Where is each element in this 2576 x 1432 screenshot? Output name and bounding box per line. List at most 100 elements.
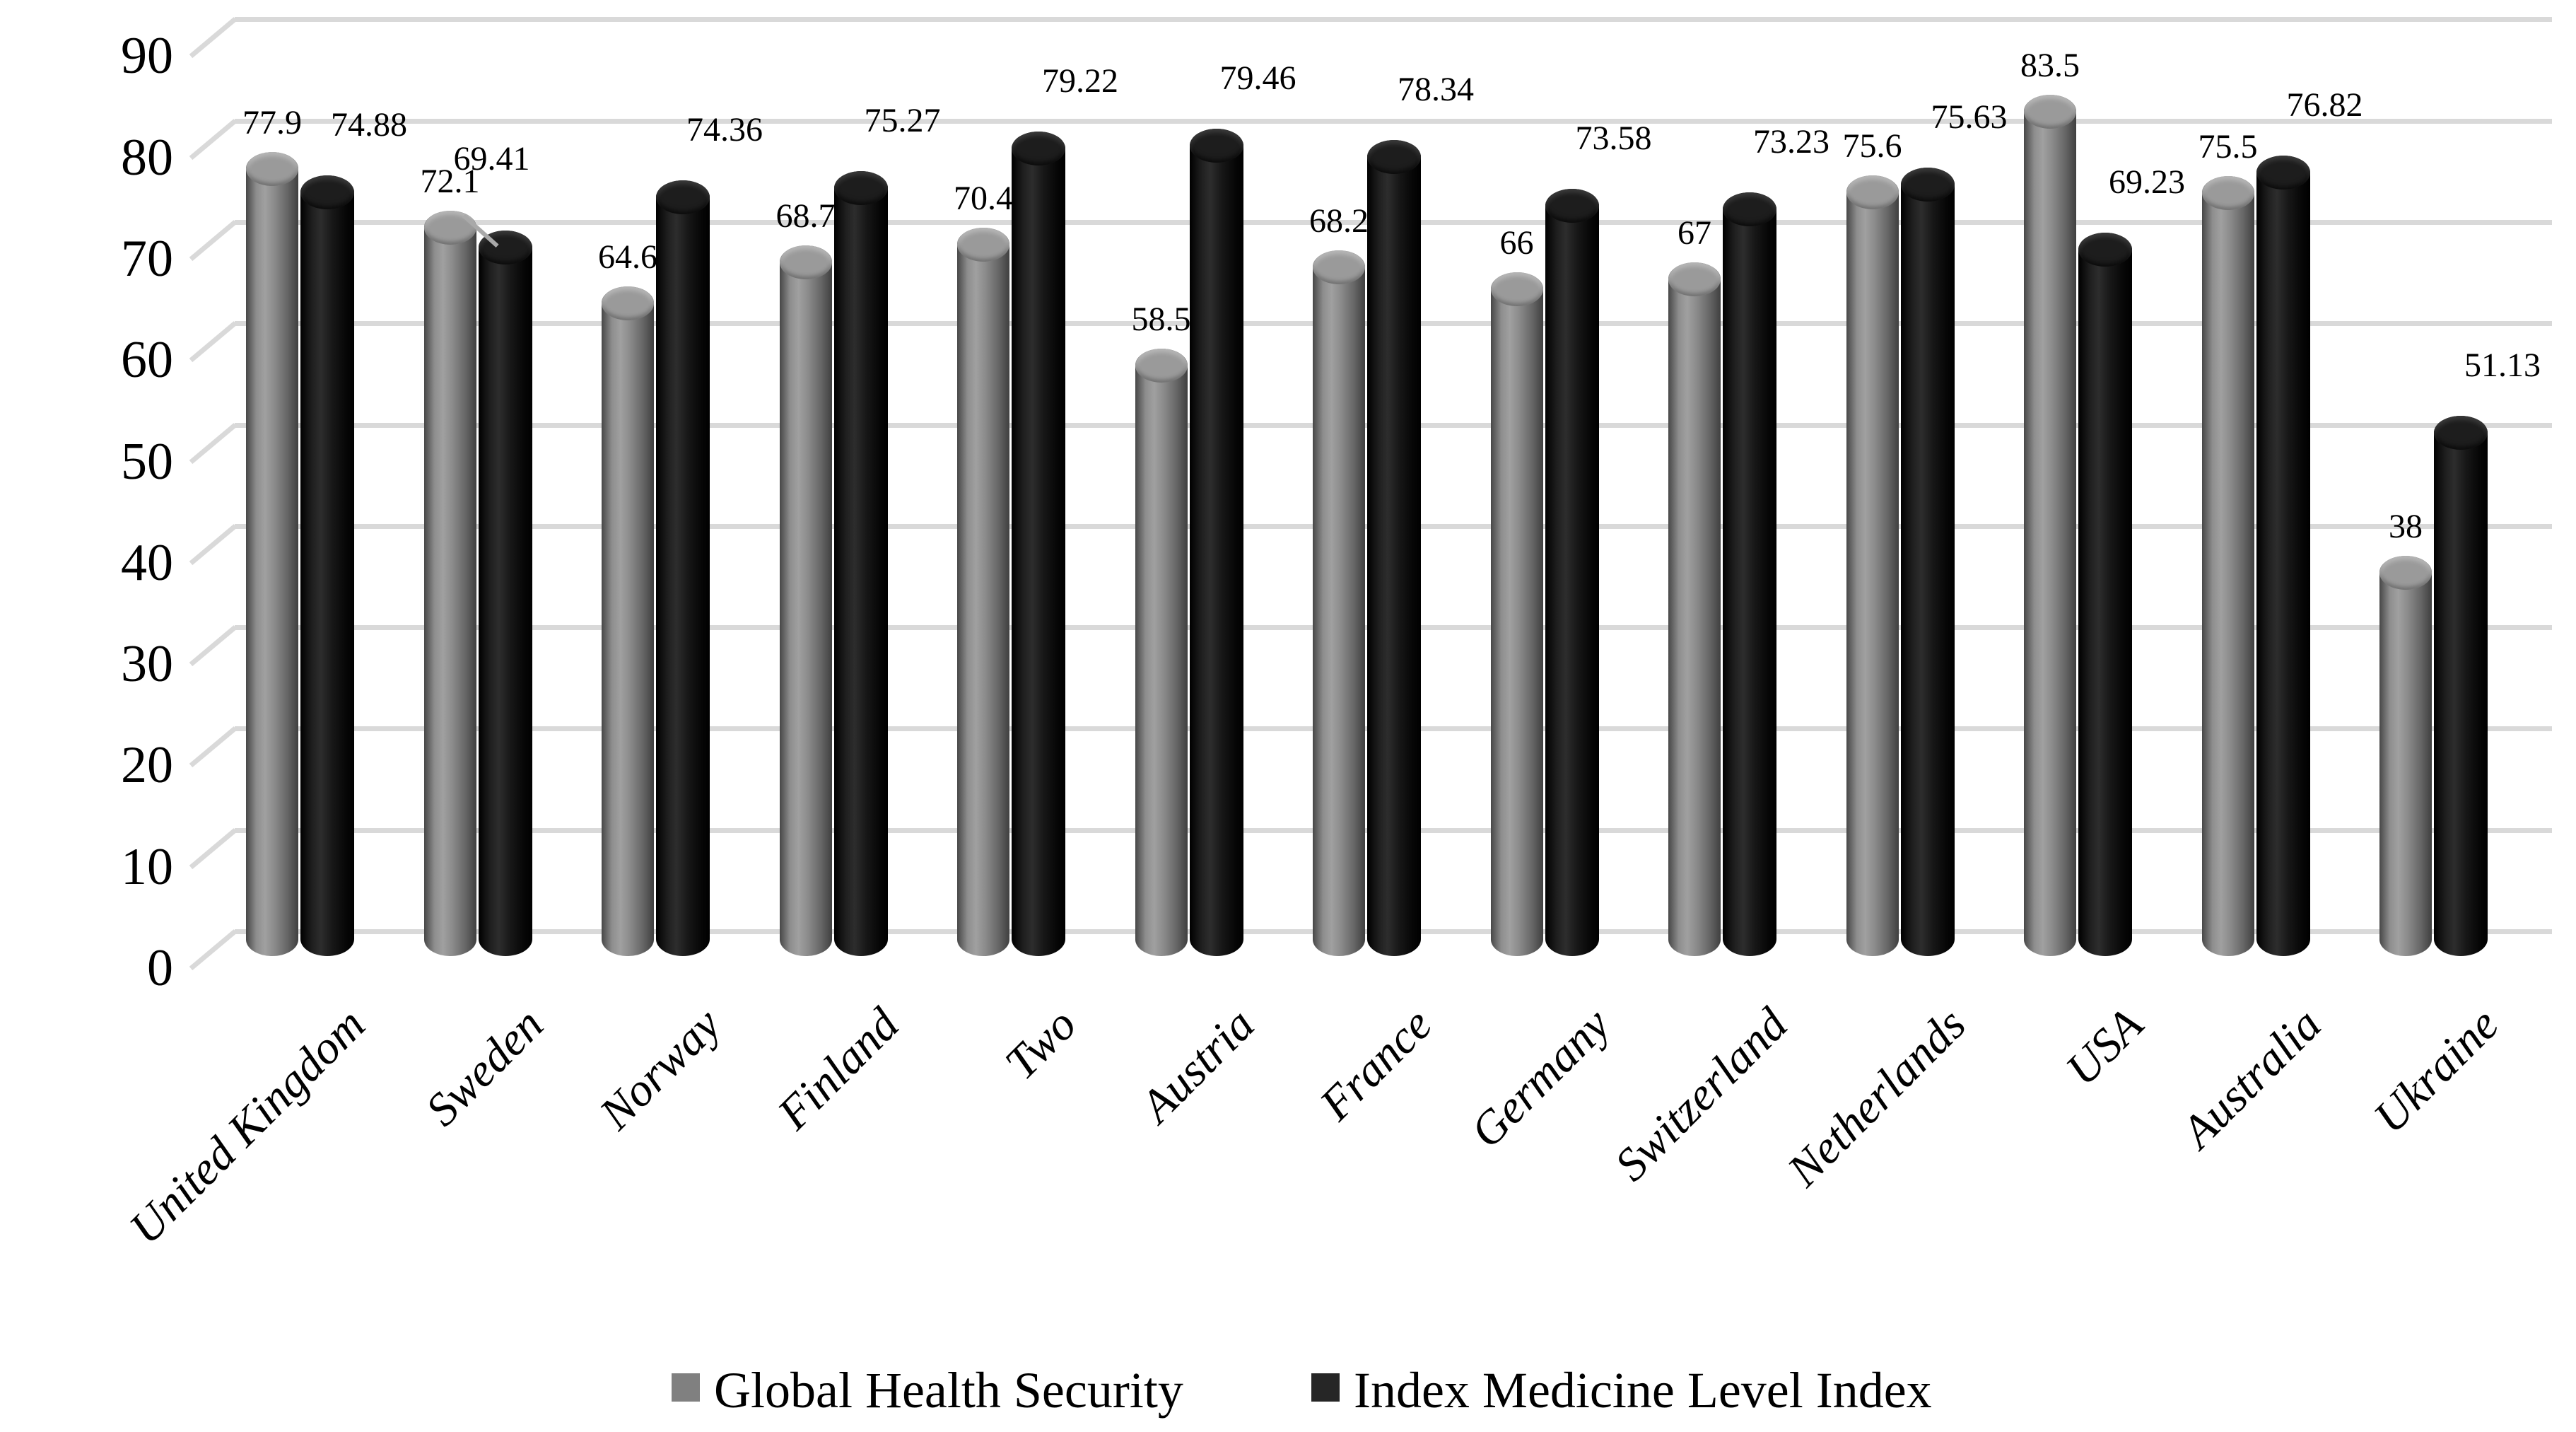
data-label-global-health-security-switzerland: 67 <box>1678 214 1711 252</box>
y-axis-tick-label: 60 <box>121 331 173 390</box>
data-label-index-medicine-level-index-switzerland: 73.23 <box>1753 122 1829 161</box>
bar-global-health-security-austria <box>1135 348 1188 956</box>
bar-global-health-security-two <box>957 228 1009 956</box>
gridline-depth-segment <box>189 220 238 262</box>
bar-global-health-security-united-kingdom <box>246 151 298 956</box>
y-axis-tick-label: 70 <box>121 229 173 288</box>
data-label-global-health-security-sweden: 72.1 <box>420 162 480 200</box>
gridline <box>235 118 2552 124</box>
y-axis-tick-label: 50 <box>121 432 173 491</box>
y-axis-tick-label: 20 <box>121 736 173 795</box>
bar-global-health-security-ukraine <box>2379 556 2432 956</box>
data-label-index-medicine-level-index-norway: 74.36 <box>686 111 763 149</box>
bar-global-health-security-netherlands <box>1846 175 1899 956</box>
bar-index-medicine-level-index-switzerland <box>1723 192 1776 956</box>
data-label-index-medicine-level-index-united-kingdom: 74.88 <box>331 105 407 144</box>
bar-index-medicine-level-index-two <box>1012 131 1065 956</box>
bar-index-medicine-level-index-united-kingdom <box>300 175 354 956</box>
data-label-index-medicine-level-index-australia: 76.82 <box>2286 86 2363 124</box>
cylinder-top-cap <box>2434 416 2488 450</box>
data-label-global-health-security-norway: 64.6 <box>598 238 657 276</box>
legend-label-global-health-security: Global Health Security <box>714 1362 1183 1419</box>
gridline-depth-segment <box>189 321 238 363</box>
cylinder-top-cap <box>602 286 654 321</box>
bar-index-medicine-level-index-ukraine <box>2434 416 2488 956</box>
bar-index-medicine-level-index-finland <box>833 171 888 956</box>
cylinder-top-cap <box>833 171 888 206</box>
cylinder-top-cap <box>1668 262 1721 296</box>
data-label-global-health-security-australia: 75.5 <box>2198 128 2258 166</box>
cylinder-top-cap <box>1846 175 1899 209</box>
bar-global-health-security-usa <box>2024 95 2076 956</box>
cylinder-top-cap <box>2201 176 2254 211</box>
cylinder-top-cap <box>2256 156 2310 190</box>
cylinder-top-cap <box>1189 129 1243 163</box>
y-axis-tick-label: 80 <box>121 128 173 187</box>
bar-index-medicine-level-index-sweden <box>478 231 532 956</box>
cylinder-top-cap <box>2024 95 2076 129</box>
cylinder-top-cap <box>2379 556 2432 590</box>
gridline-depth-segment <box>189 929 238 971</box>
bar-index-medicine-level-index-usa <box>2078 232 2132 956</box>
cylinder-top-cap <box>1135 348 1188 383</box>
bar-index-medicine-level-index-germany <box>1545 188 1599 956</box>
data-label-index-medicine-level-index-netherlands: 75.63 <box>1931 98 2008 136</box>
bar-global-health-security-australia <box>2201 176 2254 956</box>
data-label-index-medicine-level-index-sweden: 69.41 <box>453 140 530 178</box>
bar-index-medicine-level-index-netherlands <box>1900 168 1955 956</box>
gridline-depth-segment <box>189 422 238 464</box>
data-label-index-medicine-level-index-two: 79.22 <box>1042 62 1118 100</box>
y-axis-tick-label: 30 <box>121 635 173 694</box>
bar-global-health-security-norway <box>602 286 654 956</box>
data-label-global-health-security-germany: 66 <box>1499 224 1534 262</box>
cylinder-top-cap <box>1490 272 1543 307</box>
y-axis-tick-label: 0 <box>147 939 173 997</box>
bar-global-health-security-sweden <box>423 210 476 956</box>
data-label-global-health-security-united-kingdom: 77.9 <box>242 103 302 141</box>
cylinder-top-cap <box>656 180 710 215</box>
cylinder-top-cap <box>1900 168 1955 202</box>
cylinder-top-cap <box>423 210 476 245</box>
gridline-depth-segment <box>189 625 238 667</box>
data-label-global-health-security-austria: 58.5 <box>1131 300 1191 338</box>
data-label-global-health-security-ukraine: 38 <box>2389 508 2423 546</box>
bar-index-medicine-level-index-france <box>1367 140 1421 956</box>
gridline-depth-segment <box>189 118 238 160</box>
legend-swatch-index-medicine-level-index <box>1311 1373 1340 1402</box>
data-label-index-medicine-level-index-usa: 69.23 <box>2109 163 2185 201</box>
data-label-global-health-security-two: 70.4 <box>954 180 1013 218</box>
cylinder-top-cap <box>1313 250 1365 284</box>
cylinder-top-cap <box>1367 140 1421 175</box>
bar-global-health-security-france <box>1313 250 1365 956</box>
cylinder-top-cap <box>957 228 1009 262</box>
bar-index-medicine-level-index-austria <box>1189 129 1243 956</box>
data-label-index-medicine-level-index-ukraine: 51.13 <box>2464 347 2541 385</box>
cylinder-top-cap <box>246 151 298 186</box>
data-label-index-medicine-level-index-finland: 75.27 <box>864 102 941 140</box>
bar-global-health-security-germany <box>1490 272 1543 956</box>
cylinder-top-cap <box>1012 131 1065 165</box>
gridline-depth-segment <box>189 827 238 869</box>
data-label-global-health-security-usa: 83.5 <box>2020 47 2080 85</box>
data-label-global-health-security-netherlands: 75.6 <box>1842 127 1902 165</box>
cylinder-top-cap <box>2078 232 2132 267</box>
bar-index-medicine-level-index-norway <box>656 180 710 956</box>
gridline-depth-segment <box>189 726 238 768</box>
y-axis-tick-label: 40 <box>121 533 173 592</box>
legend-label-index-medicine-level-index: Index Medicine Level Index <box>1354 1362 1932 1419</box>
bar-global-health-security-finland <box>779 245 832 956</box>
cylinder-top-cap <box>1723 192 1776 226</box>
legend-swatch-global-health-security <box>672 1373 700 1402</box>
y-axis-tick-label: 10 <box>121 837 173 896</box>
y-axis-tick-label: 90 <box>121 27 173 86</box>
cylinder-top-cap <box>1545 188 1599 223</box>
cylinder-top-cap <box>779 245 832 279</box>
gridline-depth-segment <box>189 17 238 59</box>
data-label-global-health-security-france: 68.2 <box>1309 202 1369 240</box>
gridline <box>235 17 2552 23</box>
data-label-index-medicine-level-index-austria: 79.46 <box>1219 59 1296 98</box>
bar-global-health-security-switzerland <box>1668 262 1721 956</box>
legend: Global Health Security Index Medicine Le… <box>0 1365 2576 1421</box>
data-label-index-medicine-level-index-france: 78.34 <box>1398 71 1474 109</box>
